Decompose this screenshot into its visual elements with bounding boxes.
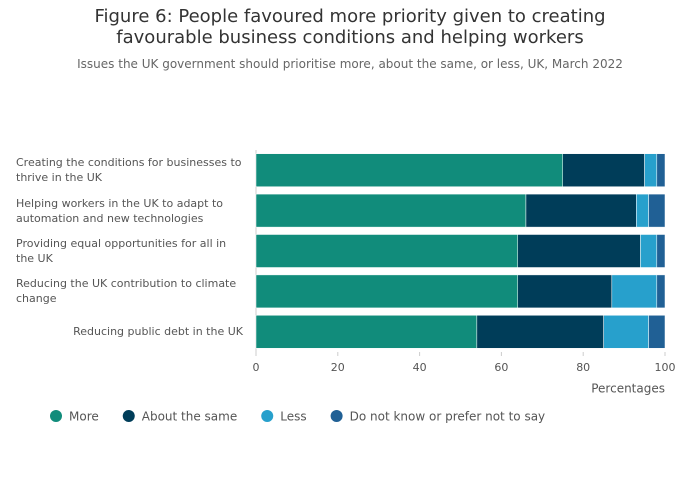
chart-title: Figure 6: People favoured more priority … [94, 6, 606, 48]
legend-swatch [50, 410, 62, 422]
y-tick-text: Providing equal opportunities for all in… [16, 237, 227, 265]
bar-segment [255, 234, 519, 268]
y-tick-label: Helping workers in the UK to adapt to au… [16, 196, 243, 226]
legend-swatch [330, 410, 343, 422]
bar-segment [644, 153, 658, 187]
y-tick-text: Reducing public debt in the UK [73, 325, 243, 339]
bar-segment [648, 193, 666, 228]
bar-segment [255, 193, 527, 228]
legend-swatch [261, 410, 274, 422]
bar-segment [476, 315, 604, 349]
bar-segment [648, 315, 666, 349]
x-tick-label: 80 [576, 361, 590, 374]
x-tick-label: 60 [494, 361, 508, 374]
legend-swatch [122, 410, 135, 422]
legend-label: Less [280, 410, 306, 424]
bar-segment [255, 274, 519, 309]
bar-segment [636, 193, 649, 228]
y-tick-label: Reducing the UK contribution to climate … [16, 276, 243, 306]
bar-segment [656, 274, 666, 309]
x-tick-label: 40 [413, 361, 427, 374]
bar-segment [562, 153, 645, 187]
legend-label: About the same [142, 410, 237, 424]
chart-subtitle: Issues the UK government should prioriti… [77, 57, 623, 71]
y-tick-text: Reducing the UK contribution to climate … [16, 277, 237, 306]
x-tick-label: 0 [253, 361, 260, 374]
bar-segment [255, 153, 563, 187]
y-tick-text: Helping workers in the UK to adapt to au… [16, 196, 224, 225]
bar-segment [656, 153, 666, 187]
x-tick-label: 100 [655, 361, 676, 374]
bar-segment [517, 274, 613, 309]
bar-segment [611, 274, 658, 309]
y-tick-label: Creating the conditions for businesses t… [16, 155, 243, 185]
bar-segment [517, 234, 641, 268]
x-tick-label: 20 [331, 361, 345, 374]
legend-label: More [69, 410, 99, 424]
bar-segment [525, 193, 637, 228]
y-tick-label: Providing equal opportunities for all in… [16, 236, 243, 266]
bar-segment [656, 234, 666, 268]
bar-segment [255, 315, 478, 349]
y-tick-text: Creating the conditions for businesses t… [16, 156, 242, 185]
legend-label: Do not know or prefer not to say [350, 410, 546, 424]
x-axis-title: Percentages [591, 382, 665, 396]
bar-segment [603, 315, 649, 349]
y-tick-label: Reducing public debt in the UK [16, 324, 243, 339]
bar-segment [640, 234, 658, 268]
